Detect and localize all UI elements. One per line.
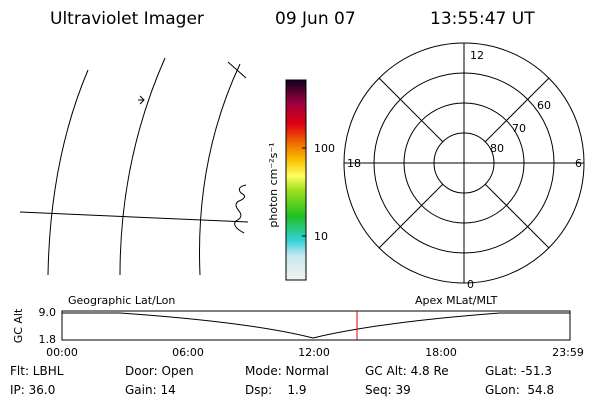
mlt-label: 18: [347, 157, 361, 170]
map-grid: [19, 57, 249, 276]
date: 09 Jun 07: [275, 9, 356, 29]
timeline-x-tick: 12:00: [298, 346, 330, 359]
timeline-y-tick: 9.0: [39, 306, 57, 319]
status-field: GLon: 54.8: [485, 383, 554, 397]
time: 13:55:47 UT: [430, 9, 535, 29]
timeline-title: Geographic Lat/Lon: [68, 294, 175, 307]
status-field: Mode: Normal: [245, 364, 329, 378]
polar-grid: [343, 42, 585, 284]
mlt-label: 6: [575, 157, 582, 170]
mlt-label: 0: [467, 278, 474, 291]
lat-label: 60: [537, 99, 551, 112]
status-field: Gain: 14: [125, 383, 176, 397]
title: Ultraviolet Imager: [50, 9, 204, 29]
timeline-title: Apex MLat/MLT: [415, 294, 498, 307]
timeline-y-tick: 1.8: [39, 333, 57, 346]
mlt-label: 12: [470, 49, 484, 62]
altitude-curve: [62, 312, 570, 339]
timeline-frame: [61, 310, 571, 341]
timeline-x-tick: 06:00: [172, 346, 204, 359]
status-field: Flt: LBHL: [10, 364, 64, 378]
colorbar-tick-label: 10: [314, 230, 328, 243]
colorbar: [285, 79, 307, 281]
status-field: Dsp: 1.9: [245, 383, 307, 397]
colorbar-label: photon cm⁻²s⁻¹: [267, 142, 280, 227]
footer: Flt: LBHL Door: Open Mode: Normal GC Alt: 4…: [10, 364, 554, 397]
timeline-x-tick: 23:59: [552, 346, 584, 359]
status-field: Seq: 39: [365, 383, 411, 397]
status-field: GC Alt: 4.8 Re: [365, 364, 449, 378]
status-field: Door: Open: [125, 364, 194, 378]
status-field: IP: 36.0: [10, 383, 55, 397]
timeline-x-tick: 00:00: [46, 346, 78, 359]
lat-label: 70: [512, 122, 526, 135]
colorbar-tick-label: 100: [314, 142, 335, 155]
lat-label: 80: [490, 142, 504, 155]
timeline-x-tick: 18:00: [425, 346, 457, 359]
timeline-y-label: GC Alt: [12, 308, 25, 343]
status-field: GLat: -51.3: [485, 364, 552, 378]
